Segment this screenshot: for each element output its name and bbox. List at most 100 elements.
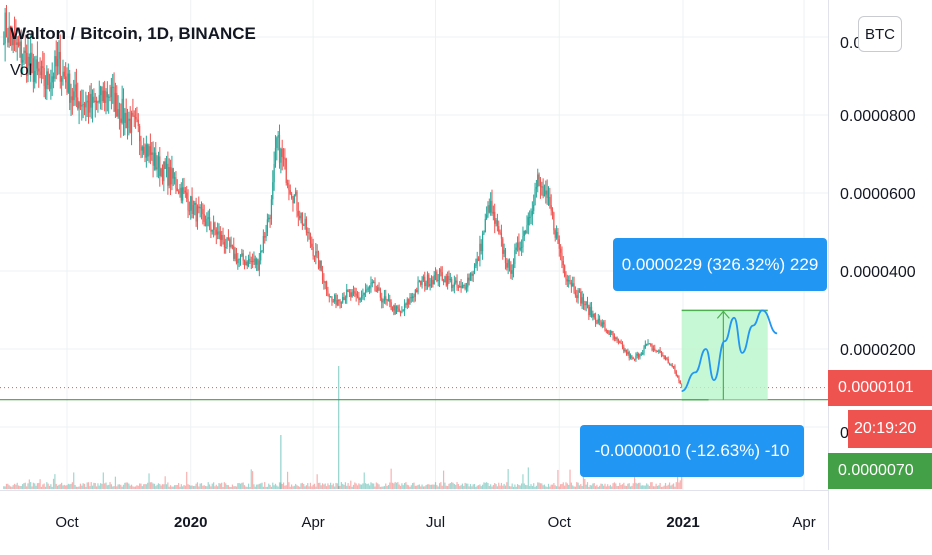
volume-bar: [128, 483, 130, 489]
volume-bar: [175, 485, 177, 489]
volume-bar: [428, 484, 430, 489]
candle-body: [631, 355, 633, 359]
currency-button[interactable]: BTC: [858, 16, 902, 52]
candle-body: [5, 12, 8, 38]
candle-body: [360, 295, 363, 299]
volume-bar: [386, 485, 388, 489]
candle-body: [625, 349, 628, 355]
candle-body: [534, 188, 536, 205]
volume-bar: [543, 484, 546, 489]
volume-bar: [4, 486, 6, 489]
volume-bar: [636, 483, 638, 489]
candle-body: [432, 279, 434, 285]
volume-bar: [161, 484, 164, 489]
candle-body: [584, 304, 586, 306]
candle-body: [56, 58, 59, 67]
time-tick-label: Oct: [548, 514, 572, 531]
candle-body: [518, 242, 520, 250]
candle-body: [110, 87, 112, 97]
candle-body: [128, 118, 130, 121]
volume-bar: [44, 486, 47, 489]
volume-bar: [503, 483, 505, 489]
volume-bar: [133, 486, 135, 489]
candle-body: [139, 126, 141, 142]
candle-body: [457, 286, 459, 288]
volume-bar: [569, 469, 571, 489]
volume-bar: [481, 484, 484, 489]
candle-body: [538, 174, 540, 180]
candle-body: [156, 167, 158, 170]
candle-body: [494, 211, 496, 224]
candle-body: [191, 196, 193, 214]
volume-bar: [401, 483, 403, 489]
candle-body: [628, 352, 630, 359]
candle-body: [344, 297, 347, 301]
volume-bar: [640, 485, 642, 489]
candle-body: [192, 204, 195, 214]
volume-bar: [137, 485, 139, 489]
volume-bar: [416, 485, 418, 489]
candle-body: [85, 102, 87, 108]
candle-body: [299, 215, 301, 219]
candle-body: [82, 103, 84, 105]
candle-body: [624, 349, 626, 352]
candle-body: [601, 322, 603, 327]
candle-body: [176, 188, 178, 192]
candle-body: [13, 32, 16, 36]
volume-bar: [66, 485, 68, 489]
candle-body: [512, 263, 515, 271]
volume-bar: [533, 483, 535, 489]
volume-bar: [273, 485, 275, 489]
candle-body: [61, 77, 63, 82]
volume-bar: [63, 484, 65, 489]
candle-body: [412, 296, 414, 299]
candle-body: [213, 222, 215, 230]
volume-bar: [258, 483, 260, 489]
candle-body: [183, 187, 185, 191]
volume-bar: [168, 486, 170, 489]
candle-body: [515, 247, 517, 251]
volume-bar: [523, 483, 525, 489]
candle-body: [391, 309, 394, 311]
candle-body: [642, 353, 644, 355]
candle-body: [98, 95, 100, 102]
volume-bar: [26, 486, 28, 489]
candle-body: [481, 233, 484, 252]
candle-body: [402, 310, 404, 312]
volume-bar: [621, 484, 624, 489]
volume-bar: [70, 483, 72, 489]
candle-body: [553, 212, 555, 231]
candle-body: [611, 331, 613, 333]
candle-body: [268, 217, 270, 220]
candle-body: [506, 263, 508, 268]
volume-bar: [362, 483, 364, 489]
volume-bar: [277, 486, 279, 489]
candle-body: [659, 350, 661, 353]
volume-bar: [106, 485, 108, 489]
volume-bar: [288, 482, 290, 489]
candle-body: [106, 91, 108, 98]
candle-body: [304, 218, 306, 225]
candle-body: [71, 96, 73, 101]
volume-bar: [492, 485, 494, 489]
volume-bar: [192, 486, 195, 489]
volume-bar: [586, 482, 589, 489]
volume-bar: [662, 486, 664, 489]
volume-bar: [125, 482, 127, 489]
volume-bar: [334, 486, 336, 489]
volume-bar: [584, 479, 586, 489]
candle-body: [514, 250, 516, 264]
candle-body: [55, 56, 57, 67]
volume-bar: [149, 482, 151, 489]
volume-bar: [299, 486, 301, 489]
support-price-tag: 0.0000070: [828, 453, 932, 489]
candle-body: [503, 249, 505, 254]
candle-body: [429, 283, 431, 287]
candle-body: [51, 76, 53, 83]
volume-bar: [213, 482, 215, 489]
current-price-tag: 0.0000101: [828, 370, 932, 406]
candle-body: [647, 343, 649, 345]
volume-bar: [226, 484, 228, 489]
volume-bar: [551, 484, 554, 489]
volume-bar: [15, 484, 17, 489]
